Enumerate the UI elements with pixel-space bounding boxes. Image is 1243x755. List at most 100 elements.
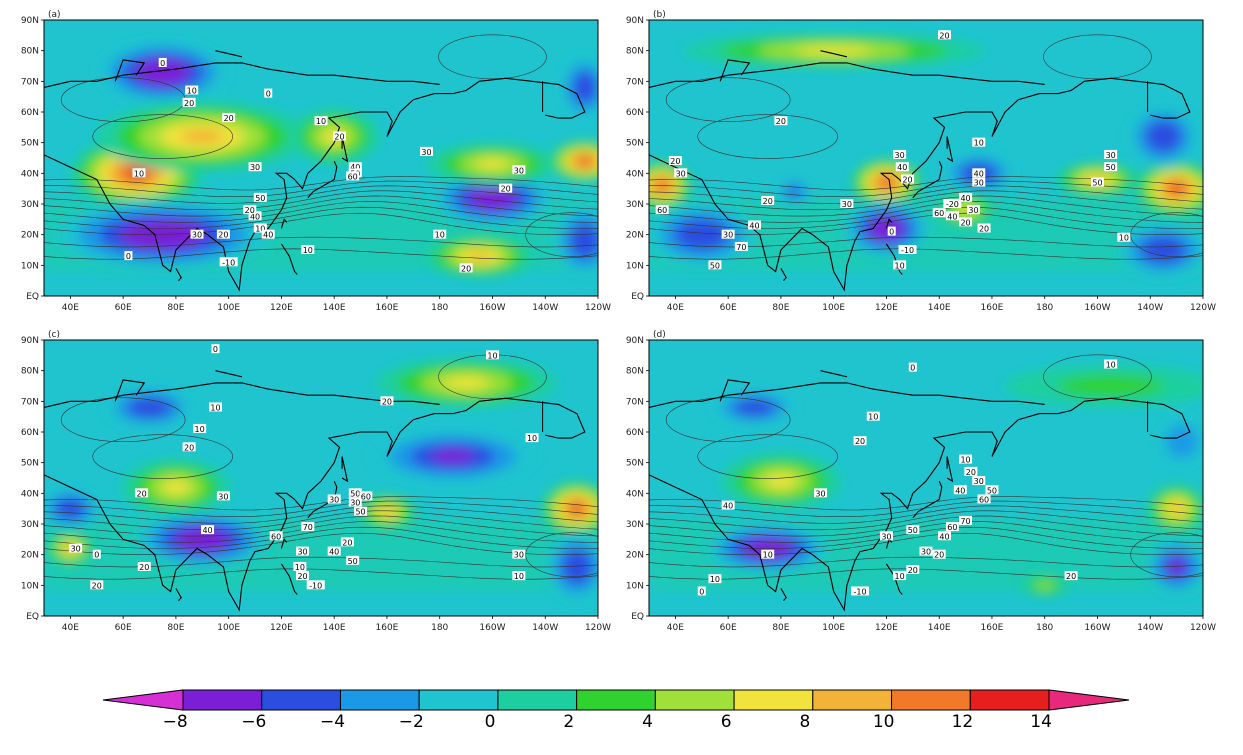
- contour-line: [44, 236, 598, 248]
- anomaly-7: [579, 158, 591, 165]
- lat-tick-label: 40N: [626, 489, 644, 499]
- lon-tick-label: 140W: [532, 303, 558, 313]
- lat-tick-label: 10N: [626, 581, 644, 591]
- panel-d: 0 10 10 20 30 40 10 20 30 40 50 60 70 60 50 30 40 20 30 20 1…: [605, 320, 1220, 638]
- lon-tick-label: 40E: [62, 303, 79, 313]
- lon-tick-label: 40E: [667, 303, 684, 313]
- coastline: [885, 563, 903, 595]
- contour-label-bg: [348, 488, 362, 498]
- lat-tick-label: 10N: [626, 261, 644, 271]
- contour-label-bg: [253, 223, 267, 233]
- panel-label: (b): [653, 10, 666, 20]
- contour-label: 50: [710, 261, 720, 270]
- contour-label-bg: [296, 546, 310, 556]
- contour-loop: [92, 114, 234, 159]
- contour-label-bg: [219, 257, 238, 267]
- contour-label: 40: [329, 548, 339, 557]
- coastline: [280, 563, 298, 595]
- lat-tick-label: 70N: [626, 77, 644, 87]
- panel-c: 0 10 10 20 10 10 20 30 20 40 30 50 30 60 50 60 70 30 40 20 5…: [0, 320, 615, 638]
- lon-tick-label: 80E: [167, 623, 184, 633]
- coastline: [1070, 77, 1191, 119]
- contour-label-bg: [774, 116, 788, 126]
- lat-tick-label: 30N: [21, 520, 39, 530]
- lon-tick-label: 60E: [720, 303, 737, 313]
- contour-label-bg: [937, 30, 951, 40]
- colorbar-tick-label: 6: [721, 712, 732, 732]
- lon-tick-label: 60E: [720, 623, 737, 633]
- contour-label: 20: [501, 185, 511, 194]
- contour-label-bg: [906, 565, 920, 574]
- lon-tick-label: 60E: [115, 303, 132, 313]
- panel-a: 0102001020304050601030302010201040205040…: [0, 0, 615, 318]
- contour-label-bg: [485, 350, 499, 360]
- contour-label-bg: [354, 506, 368, 516]
- colorbar-tick-label: −2: [399, 712, 424, 732]
- lat-tick-label: 40N: [626, 169, 644, 179]
- contour-label: 10: [187, 87, 197, 96]
- anomaly-2: [765, 474, 797, 489]
- coastline: [44, 409, 467, 612]
- contour-label-bg: [158, 57, 167, 67]
- contour-label: 60: [271, 532, 281, 541]
- contour-label-bg: [459, 263, 473, 273]
- anomaly-0: [149, 65, 177, 79]
- contour-label-bg: [985, 485, 999, 495]
- lat-tick-label: 90N: [21, 16, 39, 26]
- lon-tick-label: 120W: [585, 623, 611, 633]
- contour-line: [44, 190, 598, 211]
- contour-label-bg: [655, 205, 669, 215]
- colorbar-tick-label: 8: [800, 712, 811, 732]
- wind-contours: [649, 34, 1203, 260]
- contour-line: [44, 521, 598, 543]
- contour-label: 0: [94, 551, 99, 560]
- contour-label-bg: [708, 574, 722, 584]
- contour-label: 10: [514, 572, 524, 581]
- contour-label: 10: [255, 225, 265, 234]
- colorbar-segment: [812, 689, 893, 711]
- contour-loop: [438, 34, 547, 80]
- contour-label: 0: [213, 345, 218, 354]
- contour-line: [44, 556, 598, 568]
- colorbar-tick-label: 10: [873, 712, 895, 732]
- contour-label: 10: [195, 425, 205, 434]
- contour-label-bg: [893, 149, 907, 159]
- lat-tick-label: 10N: [21, 261, 39, 271]
- lon-tick-label: 120W: [1190, 623, 1216, 633]
- lon-tick-label: 180: [431, 623, 448, 633]
- coastline: [175, 268, 182, 282]
- contour-line: [649, 180, 1203, 197]
- anomaly-3: [431, 449, 475, 464]
- contour-label-bg: [748, 220, 762, 230]
- coastline: [114, 379, 146, 402]
- contour-label-bg: [137, 561, 151, 571]
- panel-frame: [648, 339, 1204, 617]
- lon-tick-label: 60E: [115, 623, 132, 633]
- contour-label: 30: [192, 231, 202, 240]
- contour-label-bg: [721, 500, 735, 510]
- contour-labels: 02020306030402010305050403020306040200-1…: [655, 30, 1131, 270]
- lat-tick-label: 90N: [626, 336, 644, 346]
- contour-label: 50: [1106, 163, 1116, 172]
- lon-tick-label: 120E: [270, 623, 293, 633]
- lat-tick-label: 50N: [626, 459, 644, 469]
- coastline: [649, 89, 1072, 292]
- coastline: [820, 50, 848, 58]
- contour-label-bg: [182, 442, 196, 452]
- coastline: [780, 268, 787, 282]
- contour-label: 10: [763, 551, 773, 560]
- lat-tick-label: 70N: [626, 397, 644, 407]
- contour-label: 0: [126, 252, 131, 261]
- lon-tick-label: 80E: [167, 303, 184, 313]
- contour-label: 40: [897, 163, 907, 172]
- contour-label: 40: [749, 221, 759, 230]
- contour-label: 30: [815, 489, 825, 498]
- contour-loop: [525, 212, 598, 257]
- anomaly-5: [475, 158, 510, 170]
- contour-line: [44, 248, 598, 260]
- contour-label-bg: [135, 488, 149, 498]
- contour-loop: [1130, 532, 1203, 577]
- contour-label-bg: [932, 208, 946, 218]
- contour-label-bg: [668, 156, 682, 166]
